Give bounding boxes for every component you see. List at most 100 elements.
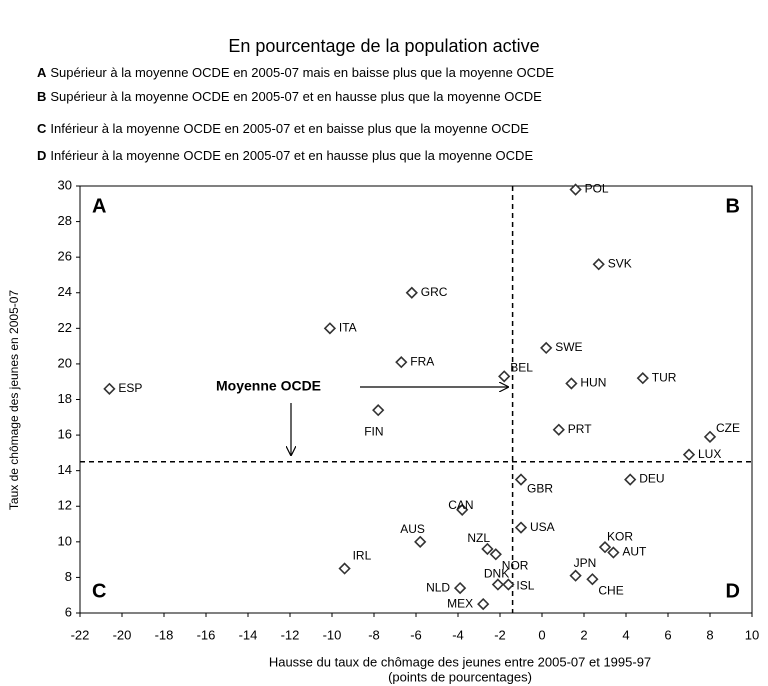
note-letter: D bbox=[37, 148, 46, 163]
note-letter: C bbox=[37, 121, 47, 136]
point-label: HUN bbox=[580, 376, 606, 390]
y-tick-label: 16 bbox=[58, 427, 72, 442]
x-tick-label: -16 bbox=[197, 627, 216, 642]
point bbox=[514, 473, 528, 486]
point bbox=[456, 503, 469, 516]
y-tick-label: 30 bbox=[58, 177, 72, 192]
point-label: SWE bbox=[555, 340, 582, 354]
point bbox=[607, 546, 620, 559]
point bbox=[498, 370, 511, 383]
point-label: FRA bbox=[410, 354, 434, 368]
y-tick-label: 10 bbox=[58, 533, 72, 548]
point-label: ESP bbox=[118, 381, 142, 395]
y-tick-label: 18 bbox=[58, 391, 72, 406]
y-tick-label: 20 bbox=[58, 355, 72, 370]
y-tick-label: 8 bbox=[65, 569, 72, 584]
point-label: CAN bbox=[448, 498, 473, 512]
point bbox=[477, 597, 490, 611]
point-label: USA bbox=[530, 520, 555, 534]
note: D Inférieur à la moyenne OCDE en 2005-07 … bbox=[37, 148, 533, 163]
point bbox=[489, 548, 502, 561]
point bbox=[540, 341, 553, 355]
point-label: DNK bbox=[484, 567, 509, 581]
x-tick-label: 4 bbox=[622, 627, 629, 642]
point-label: MEX bbox=[447, 596, 473, 610]
y-tick-label: 28 bbox=[58, 213, 72, 228]
y-tick-label: 22 bbox=[58, 320, 72, 335]
x-axis-label: Hausse du taux de chômage des jeunes ent… bbox=[269, 654, 651, 669]
point-label: DEU bbox=[639, 472, 664, 486]
note-text: Inférieur à la moyenne OCDE en 2005-07 e… bbox=[50, 121, 529, 136]
x-tick-label: -22 bbox=[71, 627, 90, 642]
point-label: AUT bbox=[622, 545, 647, 559]
point-label: GRC bbox=[421, 285, 448, 299]
note-text: Inférieur à la moyenne OCDE en 2005-07 e… bbox=[50, 148, 533, 163]
point-label: GBR bbox=[527, 482, 553, 496]
x-tick-label: -14 bbox=[239, 627, 258, 642]
point bbox=[414, 535, 427, 548]
point-label: AUS bbox=[400, 522, 425, 536]
point-label: CHE bbox=[598, 583, 623, 597]
point bbox=[338, 562, 351, 575]
point bbox=[405, 286, 418, 299]
point bbox=[569, 569, 582, 582]
note: C Inférieur à la moyenne OCDE en 2005-07 … bbox=[37, 121, 529, 136]
y-tick-label: 6 bbox=[65, 604, 72, 619]
point bbox=[624, 473, 637, 486]
point bbox=[682, 448, 696, 461]
point-label: POL bbox=[585, 182, 609, 196]
point-label: ISL bbox=[516, 579, 534, 593]
x-tick-label: -2 bbox=[494, 627, 506, 642]
point bbox=[552, 423, 565, 436]
quadrant-label: A bbox=[92, 195, 106, 217]
x-axis-label: (points de pourcentages) bbox=[388, 669, 532, 684]
point-label: LUX bbox=[698, 447, 721, 461]
point-label: NZL bbox=[467, 531, 490, 545]
point bbox=[491, 578, 505, 591]
point-label: IRL bbox=[353, 549, 372, 563]
quadrant-label: B bbox=[726, 195, 740, 217]
point bbox=[323, 322, 337, 335]
point bbox=[703, 430, 717, 443]
x-tick-label: -4 bbox=[452, 627, 464, 642]
point-label: FIN bbox=[364, 424, 383, 438]
point-label: CZE bbox=[716, 421, 740, 435]
point bbox=[103, 382, 116, 395]
x-tick-label: -10 bbox=[323, 627, 342, 642]
x-tick-label: 10 bbox=[745, 627, 759, 642]
point bbox=[569, 183, 582, 196]
point bbox=[395, 356, 408, 369]
point-label: BEL bbox=[510, 361, 533, 375]
point-label: NLD bbox=[426, 580, 450, 594]
chart-title: En pourcentage de la population active bbox=[228, 36, 539, 56]
quadrant-label: D bbox=[726, 580, 740, 602]
point-label: KOR bbox=[607, 529, 633, 543]
plot-frame bbox=[79, 185, 753, 614]
point-label: SVK bbox=[608, 256, 632, 270]
point-label: TUR bbox=[652, 370, 677, 384]
y-tick-label: 26 bbox=[58, 249, 72, 264]
x-tick-label: -6 bbox=[410, 627, 422, 642]
y-tick-label: 12 bbox=[58, 498, 72, 513]
note-text: Supérieur à la moyenne OCDE en 2005-07 e… bbox=[50, 89, 542, 104]
point bbox=[453, 581, 467, 595]
quadrant-label: C bbox=[92, 580, 106, 602]
point-label: PRT bbox=[568, 422, 592, 436]
point-label: ITA bbox=[339, 321, 357, 335]
point bbox=[481, 542, 494, 556]
note-letter: B bbox=[37, 89, 46, 104]
point bbox=[502, 578, 515, 591]
point bbox=[586, 573, 599, 586]
annotation: Moyenne OCDE bbox=[216, 378, 321, 394]
point-label: JPN bbox=[574, 556, 597, 570]
x-tick-label: 8 bbox=[706, 627, 713, 642]
point-label: NOR bbox=[502, 558, 529, 572]
point bbox=[636, 372, 649, 385]
y-axis-label: Taux de chômage des jeunes en 2005-07 bbox=[7, 290, 21, 510]
note-text: Supérieur à la moyenne OCDE en 2005-07 m… bbox=[50, 65, 554, 80]
note: B Supérieur à la moyenne OCDE en 2005-07 … bbox=[37, 89, 542, 104]
x-tick-label: 6 bbox=[664, 627, 671, 642]
x-tick-label: -20 bbox=[113, 627, 132, 642]
y-tick-label: 24 bbox=[58, 284, 72, 299]
